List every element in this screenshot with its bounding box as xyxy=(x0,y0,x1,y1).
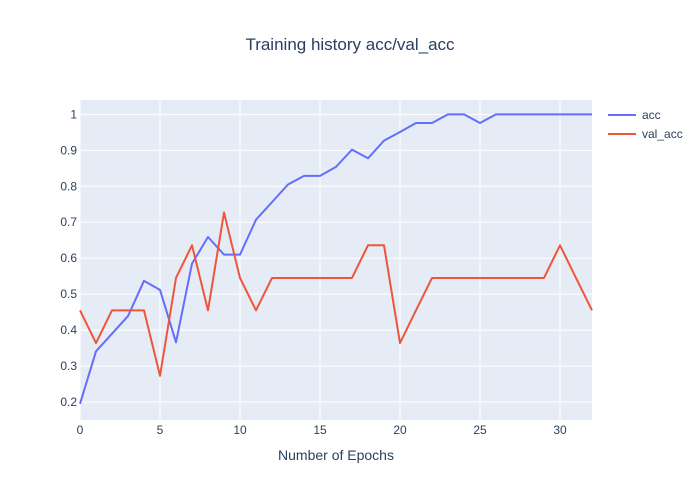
x-tick-label: 15 xyxy=(313,423,327,437)
y-axis-ticks: 0.2 0.3 0.4 0.5 0.6 0.7 0.8 0.9 1 xyxy=(60,107,77,409)
x-tick-label: 30 xyxy=(553,423,567,437)
y-tick-label: 0.8 xyxy=(60,179,77,193)
series-line-val_acc xyxy=(79,211,593,377)
y-tick-label: 0.4 xyxy=(60,323,77,337)
y-tick-label: 0.7 xyxy=(60,215,77,229)
x-tick-label: 10 xyxy=(233,423,247,437)
chart-title: Training history acc/val_acc xyxy=(245,35,455,54)
x-tick-label: 20 xyxy=(393,423,407,437)
y-tick-label: 0.3 xyxy=(60,359,77,373)
legend-item-val_acc[interactable]: val_acc xyxy=(608,127,683,141)
x-axis-ticks: 0 5 10 15 20 25 30 xyxy=(77,423,567,437)
y-tick-label: 0.6 xyxy=(60,251,77,265)
legend-label: acc xyxy=(642,108,661,122)
y-tick-label: 0.2 xyxy=(60,395,77,409)
series-line-acc xyxy=(79,113,592,405)
legend[interactable]: acc val_acc xyxy=(608,108,683,141)
x-axis-title: Number of Epochs xyxy=(278,447,394,463)
legend-item-acc[interactable]: acc xyxy=(608,108,661,122)
plot-area xyxy=(80,100,592,420)
y-tick-label: 0.9 xyxy=(60,143,77,157)
legend-label: val_acc xyxy=(642,127,683,141)
y-tick-label: 1 xyxy=(70,107,77,121)
x-tick-label: 5 xyxy=(157,423,164,437)
gridlines xyxy=(79,100,592,420)
series-lines xyxy=(79,113,593,405)
y-tick-label: 0.5 xyxy=(60,287,77,301)
x-tick-label: 25 xyxy=(473,423,487,437)
x-tick-label: 0 xyxy=(77,423,84,437)
